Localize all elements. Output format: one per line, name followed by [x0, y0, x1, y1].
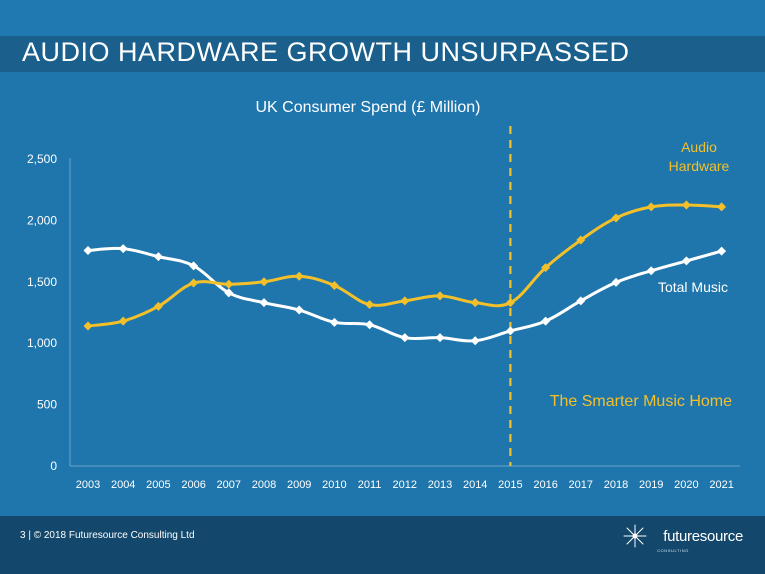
chart-area: UK Consumer Spend (£ Million) 0 500 1,000 1,…	[0, 72, 765, 516]
audio-hardware-point	[118, 316, 128, 326]
x-tick-label: 2012	[393, 479, 417, 491]
x-tick-label: 2010	[322, 479, 346, 491]
total-music-point	[259, 298, 269, 308]
audio-hardware-point	[470, 298, 480, 308]
top-band	[0, 0, 765, 36]
audio-hardware-point	[611, 213, 621, 223]
footer: 3 | © 2018 Futuresource Consulting Ltd f…	[0, 516, 765, 574]
y-tick-label: 1,500	[27, 275, 57, 289]
y-tick-label: 500	[37, 398, 57, 412]
total-music-point	[365, 320, 375, 330]
audio-hardware-point	[189, 278, 199, 288]
series-label-total-music: Total Music	[658, 279, 728, 295]
total-music-point	[224, 288, 234, 298]
x-tick-label: 2014	[463, 479, 487, 491]
futuresource-logo: futuresource CONSULTING	[623, 524, 743, 564]
x-tick-label: 2006	[181, 479, 205, 491]
audio-hardware-point	[505, 298, 515, 308]
series-label-audio-hardware: Hardware	[669, 158, 730, 174]
audio-hardware-line	[87, 203, 722, 328]
total-music-point	[435, 333, 445, 343]
x-tick-label: 2013	[428, 479, 452, 491]
x-tick-label: 2018	[604, 479, 628, 491]
total-music-point	[611, 277, 621, 287]
audio-hardware-point	[435, 291, 445, 301]
total-music-point	[541, 316, 551, 326]
series-label-audio-hardware: Audio	[681, 139, 717, 155]
x-tick-label: 2005	[146, 479, 170, 491]
x-tick-label: 2020	[674, 479, 698, 491]
audio-hardware-point	[259, 277, 269, 287]
audio-hardware-point	[83, 321, 93, 331]
title-bar	[0, 36, 765, 72]
logo-subtext: CONSULTING	[657, 548, 689, 553]
audio-hardware-point	[365, 300, 375, 310]
total-music-point	[329, 317, 339, 327]
audio-hardware-point	[224, 279, 234, 289]
audio-hardware-point	[400, 296, 410, 306]
total-music-point	[681, 256, 691, 266]
line-chart: UK Consumer Spend (£ Million) 0 500 1,000 1,…	[27, 99, 740, 491]
x-tick-label: 2009	[287, 479, 311, 491]
x-tick-label: 2016	[533, 479, 557, 491]
total-music-point	[83, 245, 93, 255]
audio-hardware-point	[717, 202, 727, 212]
audio-hardware-point	[646, 202, 656, 212]
audio-hardware-point	[541, 263, 551, 273]
audio-hardware-point	[153, 301, 163, 311]
audio-hardware-point	[294, 271, 304, 281]
y-tick-label: 1,000	[27, 336, 57, 350]
x-tick-label: 2007	[217, 479, 241, 491]
y-tick-label: 0	[50, 459, 57, 473]
audio-hardware-point	[681, 200, 691, 210]
total-music-point	[118, 244, 128, 254]
audio-hardware-point	[576, 235, 586, 245]
logo-wordmark: futuresource	[663, 528, 743, 545]
x-tick-label: 2004	[111, 479, 135, 491]
x-tick-label: 2003	[76, 479, 100, 491]
total-music-point	[153, 252, 163, 262]
x-tick-label: 2011	[358, 479, 382, 491]
y-tick-label: 2,500	[27, 152, 57, 166]
total-music-point	[400, 333, 410, 343]
total-music-line	[87, 246, 723, 343]
star-burst-icon	[623, 524, 647, 548]
total-music-point	[505, 326, 515, 336]
slide-title: AUDIO HARDWARE GROWTH UNSURPASSED	[22, 37, 630, 67]
chart-title: UK Consumer Spend (£ Million)	[256, 99, 481, 116]
y-tick-label: 2,000	[27, 213, 57, 227]
total-music-point	[189, 261, 199, 271]
x-tick-label: 2008	[252, 479, 276, 491]
total-music-point	[576, 296, 586, 306]
x-tick-label: 2021	[709, 479, 733, 491]
x-tick-label: 2019	[639, 479, 663, 491]
x-tick-label: 2017	[569, 479, 593, 491]
total-music-point	[470, 336, 480, 346]
total-music-point	[646, 266, 656, 276]
annotation-smarter-music-home: The Smarter Music Home	[550, 393, 732, 410]
audio-hardware-point	[329, 280, 339, 290]
total-music-point	[717, 246, 727, 256]
total-music-point	[294, 305, 304, 315]
x-tick-label: 2015	[498, 479, 522, 491]
footer-copyright: 3 | © 2018 Futuresource Consulting Ltd	[20, 530, 195, 541]
